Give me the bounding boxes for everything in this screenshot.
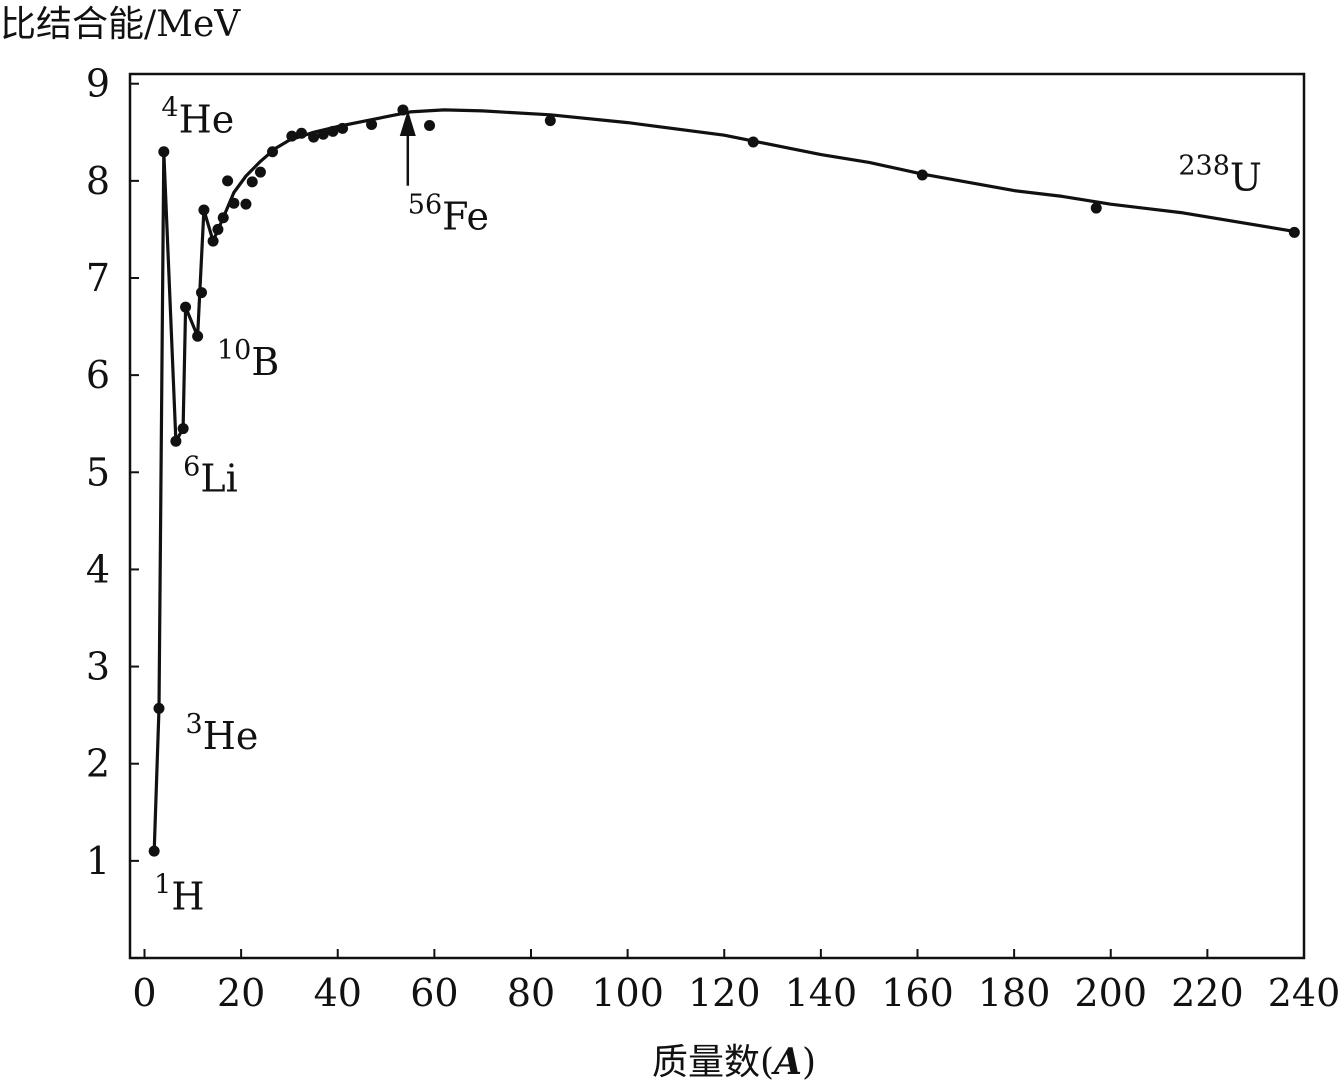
x-tick-label: 20: [217, 971, 265, 1015]
x-tick-label: 100: [591, 971, 664, 1015]
x-tick-label: 120: [688, 971, 761, 1015]
data-point: [212, 223, 224, 235]
data-point: [228, 197, 240, 209]
isotope-mass-number: 56: [408, 189, 442, 220]
isotope-mass-number: 3: [186, 709, 203, 740]
x-axis-title-suffix: ): [802, 1042, 816, 1083]
data-point: [196, 287, 208, 299]
data-point: [747, 136, 759, 148]
y-tick-label: 6: [86, 353, 110, 397]
data-point: [267, 146, 279, 158]
data-point: [317, 128, 329, 140]
data-point: [916, 169, 928, 181]
isotope-label: 6Li: [183, 452, 238, 501]
x-tick-label: 220: [1171, 971, 1244, 1015]
data-point: [327, 125, 339, 137]
binding-energy-curve: [152, 108, 1295, 852]
y-tick-label: 7: [86, 256, 110, 300]
data-point: [222, 175, 234, 187]
y-tick-label: 8: [86, 159, 110, 203]
x-tick-label: 0: [132, 971, 156, 1015]
data-point: [246, 176, 258, 188]
data-point: [308, 131, 320, 143]
isotope-label: 56Fe: [408, 189, 489, 238]
isotope-symbol: He: [203, 714, 259, 758]
x-axis-ticks: 0 20 40 60 80 100 120 140 160 180 200 220 240: [132, 949, 1338, 1015]
data-point: [286, 130, 298, 142]
data-point: [217, 212, 229, 224]
isotope-symbol: Fe: [442, 194, 489, 238]
data-point: [1288, 226, 1300, 238]
y-tick-label: 5: [86, 450, 110, 494]
data-point: [153, 702, 165, 714]
isotope-symbol: Li: [200, 457, 237, 501]
isotope-label: 238U: [1178, 151, 1262, 200]
isotope-mass-number: 6: [183, 452, 200, 483]
data-point: [177, 423, 189, 435]
isotope-symbol: B: [251, 340, 279, 384]
x-tick-label: 200: [1074, 971, 1147, 1015]
data-point: [240, 198, 252, 210]
isotope-label: 3He: [186, 709, 259, 758]
data-point: [254, 166, 266, 178]
isotope-mass-number: 4: [161, 92, 178, 123]
isotope-symbol: U: [1230, 156, 1262, 200]
data-point: [366, 119, 378, 131]
y-tick-label: 2: [86, 742, 110, 786]
data-point: [180, 301, 192, 313]
x-tick-label: 240: [1268, 971, 1338, 1015]
data-point: [397, 104, 409, 116]
data-point: [544, 115, 556, 127]
data-point: [1090, 202, 1102, 214]
isotope-mass-number: 238: [1178, 151, 1230, 182]
x-tick-label: 140: [785, 971, 858, 1015]
y-axis-title: 比结合能/MeV: [0, 4, 241, 45]
x-tick-label: 180: [978, 971, 1051, 1015]
x-axis-title-variable: A: [771, 1041, 802, 1083]
data-point: [198, 204, 210, 216]
isotope-label: 4He: [161, 92, 234, 141]
y-axis-ticks: 1 2 3 4 5 6 7 8 9: [86, 62, 139, 883]
x-axis-title-prefix: 质量数(: [652, 1042, 774, 1083]
data-point: [337, 122, 349, 134]
isotope-label: 1H: [154, 869, 204, 918]
x-tick-label: 40: [314, 971, 362, 1015]
arrow-head: [399, 109, 416, 136]
isotope-mass-number: 10: [217, 335, 251, 366]
data-point: [148, 845, 160, 857]
y-tick-label: 3: [86, 645, 110, 689]
x-axis-title: 质量数(A): [652, 1041, 816, 1083]
fe56-arrow: [399, 109, 416, 186]
y-tick-label: 4: [86, 547, 110, 591]
y-tick-label: 1: [86, 839, 110, 883]
x-tick-label: 60: [410, 971, 458, 1015]
data-point: [424, 119, 436, 131]
isotope-mass-number: 1: [154, 869, 171, 900]
isotope-symbol: He: [179, 97, 235, 141]
data-point: [207, 235, 219, 247]
data-points: [148, 104, 1300, 857]
isotope-label: 10B: [217, 335, 279, 384]
plot-frame: [128, 72, 1306, 960]
x-tick-label: 80: [507, 971, 555, 1015]
data-point: [296, 127, 308, 139]
data-point: [158, 146, 170, 158]
data-point: [192, 330, 204, 342]
isotope-symbol: H: [171, 874, 204, 918]
x-tick-label: 160: [881, 971, 954, 1015]
y-tick-label: 9: [86, 62, 110, 106]
data-point: [170, 435, 182, 447]
